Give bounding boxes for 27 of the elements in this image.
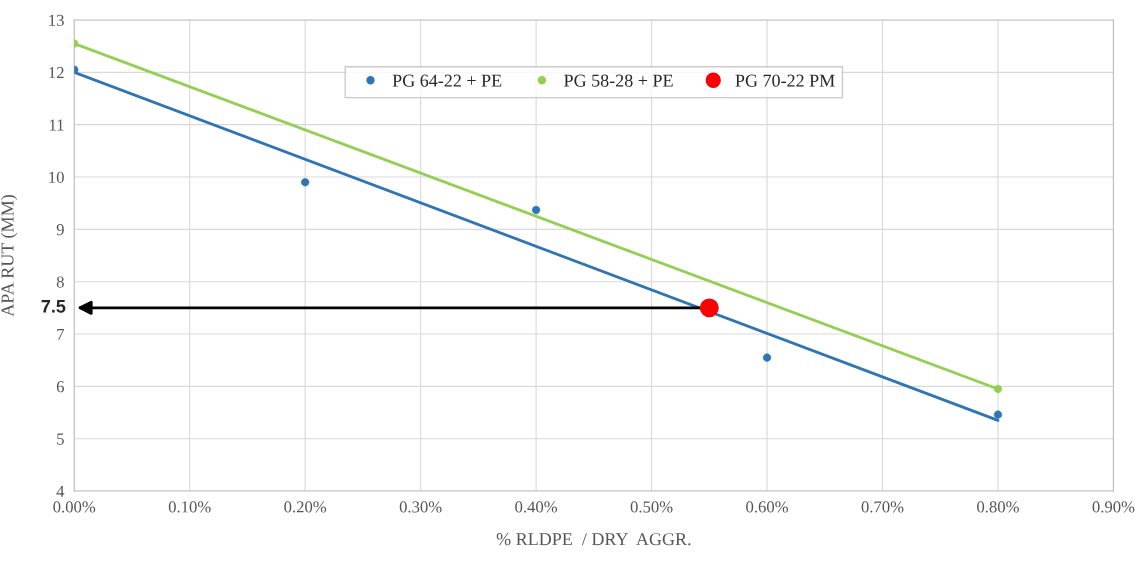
x-tick-label: 0.50% — [630, 501, 673, 513]
x-tick-label: 0.80% — [977, 501, 1019, 513]
y-tick-label: 6 — [56, 381, 65, 393]
x-tick-label: 0.70% — [861, 501, 904, 513]
legend-label: PG 70-22 PM — [735, 74, 835, 87]
y-tick-label: 7 — [57, 328, 65, 340]
x-tick-label: 0.90% — [1092, 501, 1135, 513]
x-axis-title: % RLDPE / DRY AGGR. — [496, 533, 691, 546]
x-tick-label: 0.30% — [399, 501, 442, 513]
text: 7.5 — [41, 300, 66, 313]
y-axis-title: APA RUT (MM) — [0, 195, 18, 317]
x-tick-label: 0.60% — [746, 501, 788, 513]
y-tick-label: 9 — [56, 224, 64, 236]
x-tick-label: 0.20% — [284, 501, 327, 513]
y-tick-label: 10 — [49, 171, 64, 183]
x-tick-label: 0.00% — [53, 501, 96, 513]
point — [699, 298, 719, 318]
legend-label: PG 64-22 + PE — [392, 74, 502, 87]
y-tick-label: 12 — [49, 67, 64, 79]
x-tick-label: 0.40% — [515, 501, 558, 513]
x-tick-label: 0.10% — [168, 501, 211, 513]
y-tick-label: 4 — [56, 485, 65, 497]
y-tick-label: 13 — [49, 14, 64, 26]
legend-label: PG 58-28 + PE — [564, 74, 673, 87]
y-tick-label: 8 — [56, 276, 64, 288]
y-tick-label: 11 — [49, 119, 64, 131]
y-tick-label: 5 — [57, 433, 64, 445]
